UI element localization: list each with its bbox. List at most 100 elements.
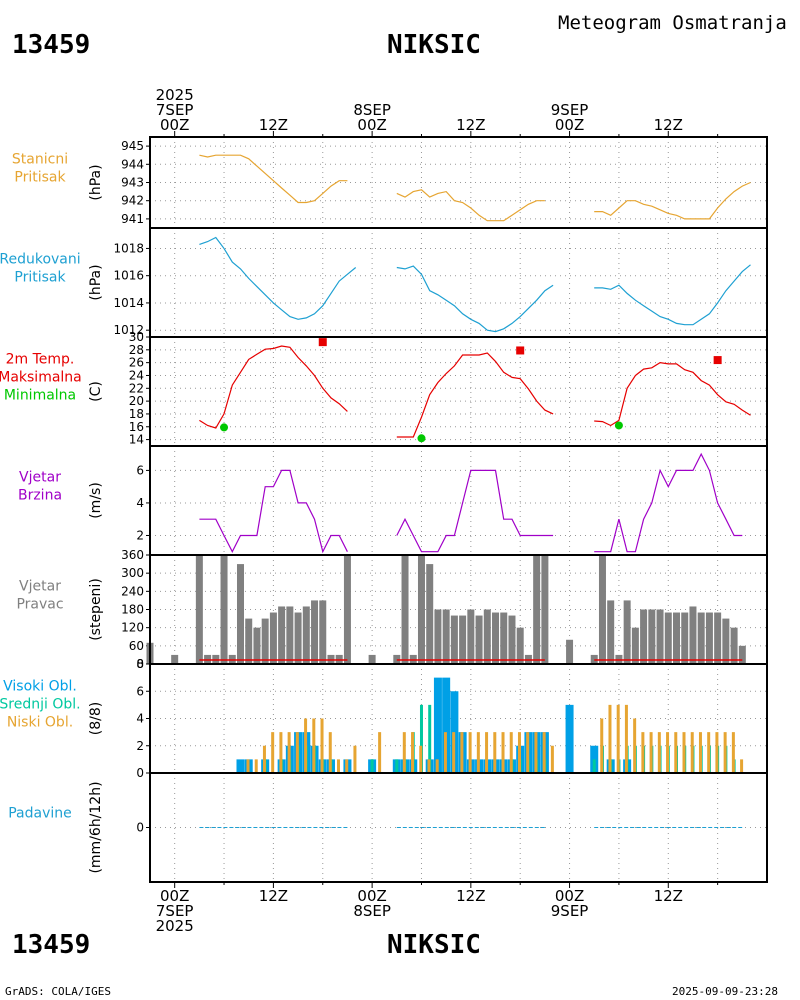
y-tick-label: 26 <box>129 356 144 370</box>
bar-high <box>442 677 451 773</box>
bar-low <box>411 732 415 773</box>
unit-label: (8/8) <box>88 702 104 735</box>
bar-wind-direction <box>640 609 648 664</box>
time-label-top: 2025 <box>156 86 194 104</box>
bar-wind-direction <box>648 609 656 664</box>
y-tick-label: 30 <box>129 330 144 344</box>
time-label-bottom: 9SEP <box>551 902 589 920</box>
bar-wind-direction <box>705 612 713 664</box>
bar-low <box>723 732 727 773</box>
y-tick-label: 0 <box>136 821 144 835</box>
time-label-bottom: 7SEP <box>156 902 194 920</box>
time-label-top: 9SEP <box>551 101 589 119</box>
panel-label: Srednji Obl. <box>0 697 81 713</box>
y-tick-label: 60 <box>129 639 144 653</box>
series-line <box>396 352 554 438</box>
panel-wind_direction <box>146 554 768 665</box>
bar-low <box>328 732 332 773</box>
y-tick-label: 300 <box>121 566 144 580</box>
min-temp-marker <box>220 423 229 432</box>
unit-label: (mm/6h/12h) <box>88 781 104 873</box>
credit: GrADS: COLA/IGES <box>5 985 111 998</box>
series-line <box>199 154 348 204</box>
y-tick-label: 360 <box>121 548 144 562</box>
bar-wind-direction <box>656 609 664 664</box>
bar-low <box>312 718 316 773</box>
panel-label: Padavine <box>8 806 72 822</box>
bar-low <box>542 732 546 773</box>
y-tick-label: 4 <box>136 712 144 726</box>
y-tick-label: 1012 <box>113 323 144 337</box>
meteogram-title: Meteogram Osmatranja <box>558 12 787 34</box>
bar-wind-direction <box>730 627 738 664</box>
y-tick-label: 28 <box>129 343 144 357</box>
bar-wind-direction <box>631 627 639 664</box>
bar-low <box>254 759 258 773</box>
bar-mid <box>419 704 423 773</box>
panel-label: Minimalna <box>4 388 76 404</box>
y-tick-label: 4 <box>136 496 144 510</box>
y-tick-label: 944 <box>121 157 144 171</box>
y-tick-label: 180 <box>121 603 144 617</box>
panel-label: Stanicni <box>12 152 68 168</box>
bar-low <box>271 732 275 773</box>
unit-label: (hPa) <box>88 264 104 300</box>
bar-low <box>550 745 554 773</box>
bar-low <box>468 732 472 773</box>
bar-low <box>427 759 431 773</box>
bar-low <box>419 745 423 773</box>
bar-wind-direction <box>673 612 681 664</box>
bar-low <box>641 732 645 773</box>
bar-wind-direction <box>722 618 730 664</box>
y-tick-label: 14 <box>129 433 144 447</box>
bar-wind-direction <box>253 627 261 664</box>
bar-low <box>534 732 538 773</box>
unit-label: (C) <box>88 381 104 402</box>
bar-wind-direction <box>368 654 376 664</box>
series-line <box>199 469 348 554</box>
bar-wind-direction <box>442 609 450 664</box>
bar-wind-direction <box>483 609 491 664</box>
bar-high <box>565 704 574 773</box>
panel-label: Niski Obl. <box>7 715 73 731</box>
panel-label: Pravac <box>16 597 63 613</box>
bar-mid <box>428 704 432 773</box>
time-label-bottom: 8SEP <box>353 902 391 920</box>
bar-low <box>649 732 653 773</box>
bar-wind-direction <box>714 612 722 664</box>
bar-low <box>493 732 497 773</box>
station-name: NIKSIC <box>387 30 481 60</box>
time-label-bottom: 00Z <box>555 887 584 905</box>
bar-wind-direction <box>607 600 615 664</box>
bar-wind-direction <box>598 555 606 664</box>
bar-low <box>666 732 670 773</box>
bar-low <box>674 732 678 773</box>
bar-low <box>608 704 612 773</box>
bar-mid <box>592 759 596 773</box>
y-tick-label: 24 <box>129 368 144 382</box>
bar-wind-direction <box>401 555 409 664</box>
y-tick-label: 6 <box>136 684 144 698</box>
bar-wind-direction <box>311 600 319 664</box>
y-tick-label: 943 <box>121 176 144 190</box>
panel-label: Maksimalna <box>0 370 82 386</box>
series-line <box>199 236 357 320</box>
y-tick-label: 20 <box>129 394 144 408</box>
y-tick-label: 0 <box>136 657 144 671</box>
bar-wind-direction <box>278 606 286 664</box>
bar-low <box>731 732 735 773</box>
bar-low <box>616 704 620 773</box>
y-tick-label: 1014 <box>113 296 144 310</box>
panel-label: Visoki Obl. <box>3 679 77 695</box>
panel-frame <box>149 772 768 883</box>
bar-wind-direction <box>236 564 244 664</box>
y-tick-label: 1018 <box>113 241 144 255</box>
y-tick-label: 22 <box>129 381 144 395</box>
bar-wind-direction <box>459 615 467 664</box>
y-tick-label: 2 <box>136 528 144 542</box>
bar-wind-direction <box>417 555 425 664</box>
y-tick-label: 945 <box>121 139 144 153</box>
footer-station-name: NIKSIC <box>387 930 481 960</box>
time-label-bottom: 2025 <box>156 917 194 935</box>
